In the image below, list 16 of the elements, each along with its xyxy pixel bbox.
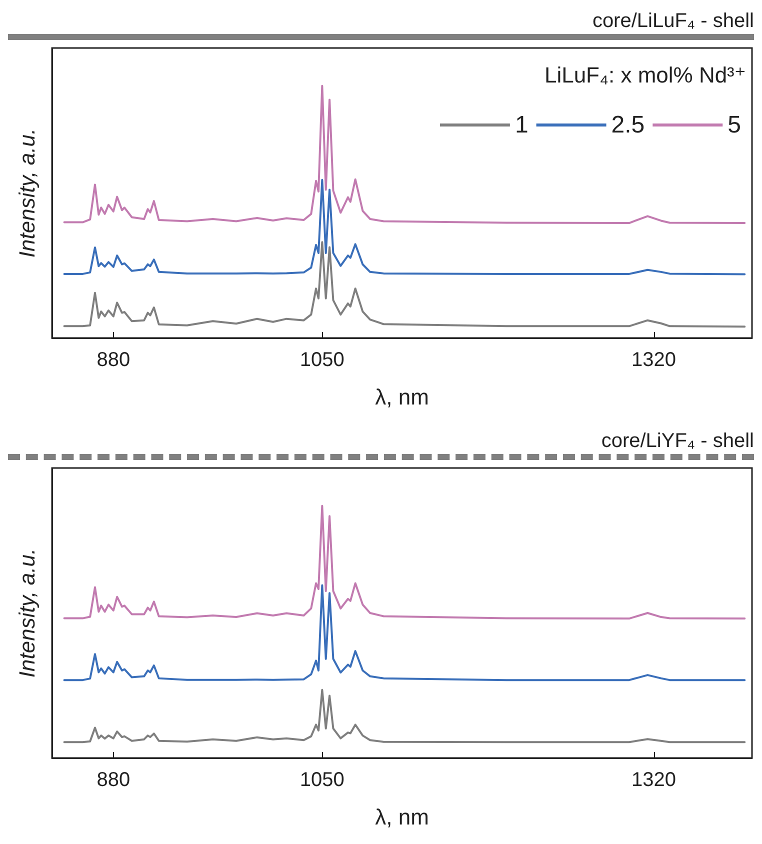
- legend-title: LiLuF₄: x mol% Nd³⁺: [544, 62, 746, 88]
- chart-title: core/LiLuF₄ - shell: [591, 9, 754, 34]
- x-axis-title: λ, nm: [375, 384, 429, 410]
- legend-label: 2.5: [611, 112, 645, 138]
- x-tick-label: 1050: [300, 769, 344, 791]
- y-axis-title: Intensity, a.u.: [14, 548, 40, 678]
- x-tick-label: 1050: [300, 349, 344, 371]
- x-tick-label: 1320: [632, 769, 676, 791]
- legend-label: 5: [728, 112, 742, 138]
- x-axis-title: λ, nm: [375, 804, 429, 830]
- y-axis-title: Intensity, a.u.: [14, 128, 40, 258]
- x-tick-label: 880: [96, 349, 130, 371]
- x-tick-label: 1320: [632, 349, 676, 371]
- x-tick-label: 880: [96, 769, 130, 791]
- chart-title: core/LiYF₄ - shell: [600, 429, 754, 454]
- legend-label: 1: [514, 112, 528, 138]
